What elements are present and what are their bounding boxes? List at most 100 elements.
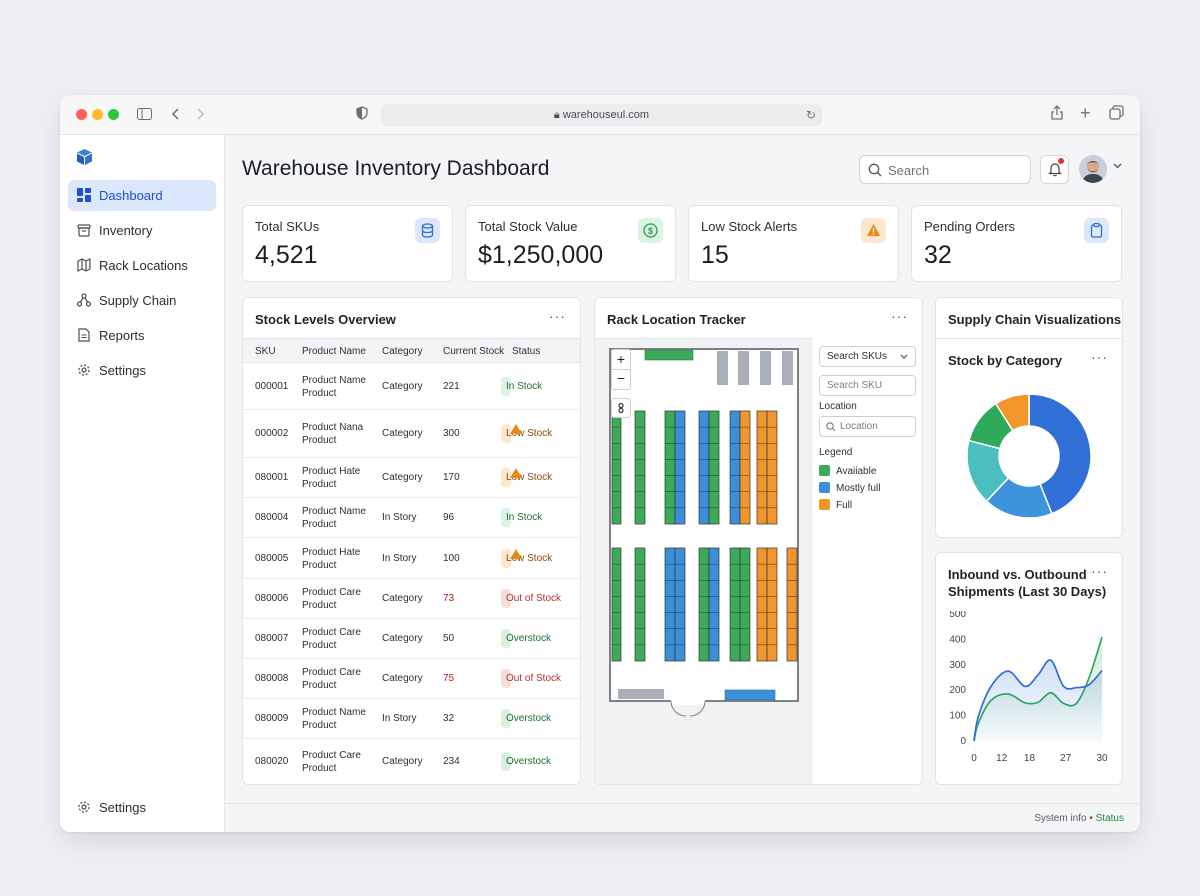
rack-block[interactable] [766,547,778,662]
rack-block[interactable] [634,547,646,662]
zoom-in-button[interactable]: + [612,350,630,370]
table-row[interactable]: 080006 Product Care Product Category 73 Out o… [243,579,580,619]
column-header-product-name[interactable]: Product Name [302,346,366,357]
share-icon[interactable] [1051,105,1063,125]
minimize-window-button[interactable] [92,109,103,120]
rack-block[interactable] [664,410,676,525]
rack-block[interactable] [724,689,776,701]
rack-map[interactable]: + − [595,338,811,784]
table-row[interactable]: 080007 Product Care Product Category 50 Overs… [243,619,580,659]
table-row[interactable]: 080008 Product Care Product Category 75 Out o… [243,659,580,699]
rack-block[interactable] [739,547,751,662]
category-cell: Category [382,756,423,767]
shipments-line-chart: 0 100 200 300 400 500 0 12 18 27 30 [949,611,1108,764]
rack-floor-plan[interactable] [595,339,811,785]
rack-block[interactable] [739,410,751,525]
rack-block[interactable] [674,547,686,662]
sidebar-item-settings[interactable]: Settings [68,355,216,386]
sidebar-bottom-settings[interactable]: Settings [68,792,216,823]
rack-block[interactable] [729,410,741,525]
table-row[interactable]: 000001 Product Name Product Category 221 In S… [243,363,580,410]
sidebar-item-inventory[interactable]: Inventory [68,215,216,246]
sidebar-toggle-icon[interactable] [137,105,152,125]
zoom-out-button[interactable]: − [616,370,626,386]
more-options-icon[interactable]: ··· [1091,563,1108,579]
new-tab-icon[interactable]: + [1080,103,1091,123]
stock-levels-card: Stock Levels Overview ··· SKU Product Na… [242,297,581,785]
sidebar-item-rack-locations[interactable]: Rack Locations [68,250,216,281]
kpi-label: Total SKUs [255,219,320,234]
table-row[interactable]: 080020 Product Care Product Category 234 Over… [243,739,580,784]
reload-icon[interactable]: ↻ [805,108,816,122]
status-badge: In Stock [501,376,542,396]
column-header-sku[interactable]: SKU [255,346,276,357]
rack-block[interactable] [611,547,622,662]
more-options-icon[interactable]: ··· [549,308,566,324]
shield-icon[interactable] [356,105,368,125]
search-input[interactable] [888,161,1018,179]
search-icon [826,422,836,432]
notifications-button[interactable] [1040,155,1069,184]
more-options-icon[interactable]: ··· [1091,349,1108,365]
user-avatar[interactable] [1079,155,1107,183]
rack-block[interactable] [729,547,741,662]
table-row[interactable]: 080009 Product Name Product In Story 32 Overs… [243,699,580,739]
sidebar-item-dashboard[interactable]: Dashboard [68,180,216,211]
column-header-status[interactable]: Status [512,346,541,357]
search-skus-dropdown[interactable]: Search SKUs [819,346,916,367]
product-name-cell: Product Care Product [302,667,361,691]
series-line-0[interactable] [973,659,1103,742]
maximize-window-button[interactable] [108,109,119,120]
rack-block[interactable] [708,410,720,525]
sidebar: Dashboard Inventory Rack Locations Suppl… [60,135,225,832]
more-options-icon[interactable]: ··· [891,308,908,324]
chevron-down-icon[interactable] [1113,163,1122,169]
shipments-card: Inbound vs. Outbound Shipments (Last 30 … [935,552,1123,785]
column-header-current-stock[interactable]: Current Stock [443,346,505,357]
y-tick-label: 200 [949,685,966,696]
current-stock-cell: 234 [443,756,460,767]
donut-slice-0[interactable] [1028,393,1092,515]
table-row[interactable]: 080004 Product Name Product In Story 96 In St… [243,498,580,538]
column-header-category[interactable]: Category [382,346,423,357]
table-row[interactable]: 080001 Product Hate Product Category 170 Low … [243,458,580,498]
sidebar-item-supply-chain[interactable]: Supply Chain [68,285,216,316]
chart-title: Stock by Category [948,353,1063,368]
rack-block[interactable] [611,410,622,525]
staging-area [618,689,664,699]
product-name-cell: Product Care Product [302,587,361,611]
status-link[interactable]: Status [1095,813,1124,824]
location-input[interactable]: Location [819,416,916,437]
search-sku-input[interactable]: Search SKU [819,375,916,396]
rack-block[interactable] [756,410,768,525]
table-row[interactable]: 000002 Product Nana Product Category 300 Low … [243,410,580,458]
tabs-overview-icon[interactable] [1109,105,1124,125]
layers-button[interactable] [611,398,631,418]
legend-item-full: Full [819,499,852,511]
rack-block[interactable] [766,410,778,525]
product-name-cell: Product Hate Product [302,466,361,490]
rack-block[interactable] [674,410,686,525]
table-row[interactable]: 080005 Product Hate Product In Story 100 Low … [243,538,580,579]
current-stock-cell: 50 [443,633,455,644]
app-logo-icon[interactable] [76,148,93,171]
search-box[interactable] [859,155,1031,184]
browser-window: 🔒︎ warehouseul.com ↻ + Dashboard Invento… [60,95,1140,832]
current-stock-cell: 300 [443,428,460,439]
address-bar[interactable]: 🔒︎ warehouseul.com ↻ [381,104,822,126]
back-icon[interactable] [171,105,179,125]
document-icon [78,328,90,342]
rack-block[interactable] [664,547,676,662]
rack-block[interactable] [698,547,710,662]
close-window-button[interactable] [76,109,87,120]
sidebar-item-reports[interactable]: Reports [68,320,216,351]
rack-block[interactable] [786,547,798,662]
status-badge: In Stock [501,508,542,527]
rack-block[interactable] [756,547,768,662]
rack-block[interactable] [634,410,646,525]
rack-block[interactable] [644,349,694,361]
forward-icon[interactable] [197,105,205,125]
donut-slice-4[interactable] [994,393,1030,432]
rack-block[interactable] [698,410,710,525]
rack-block[interactable] [708,547,720,662]
